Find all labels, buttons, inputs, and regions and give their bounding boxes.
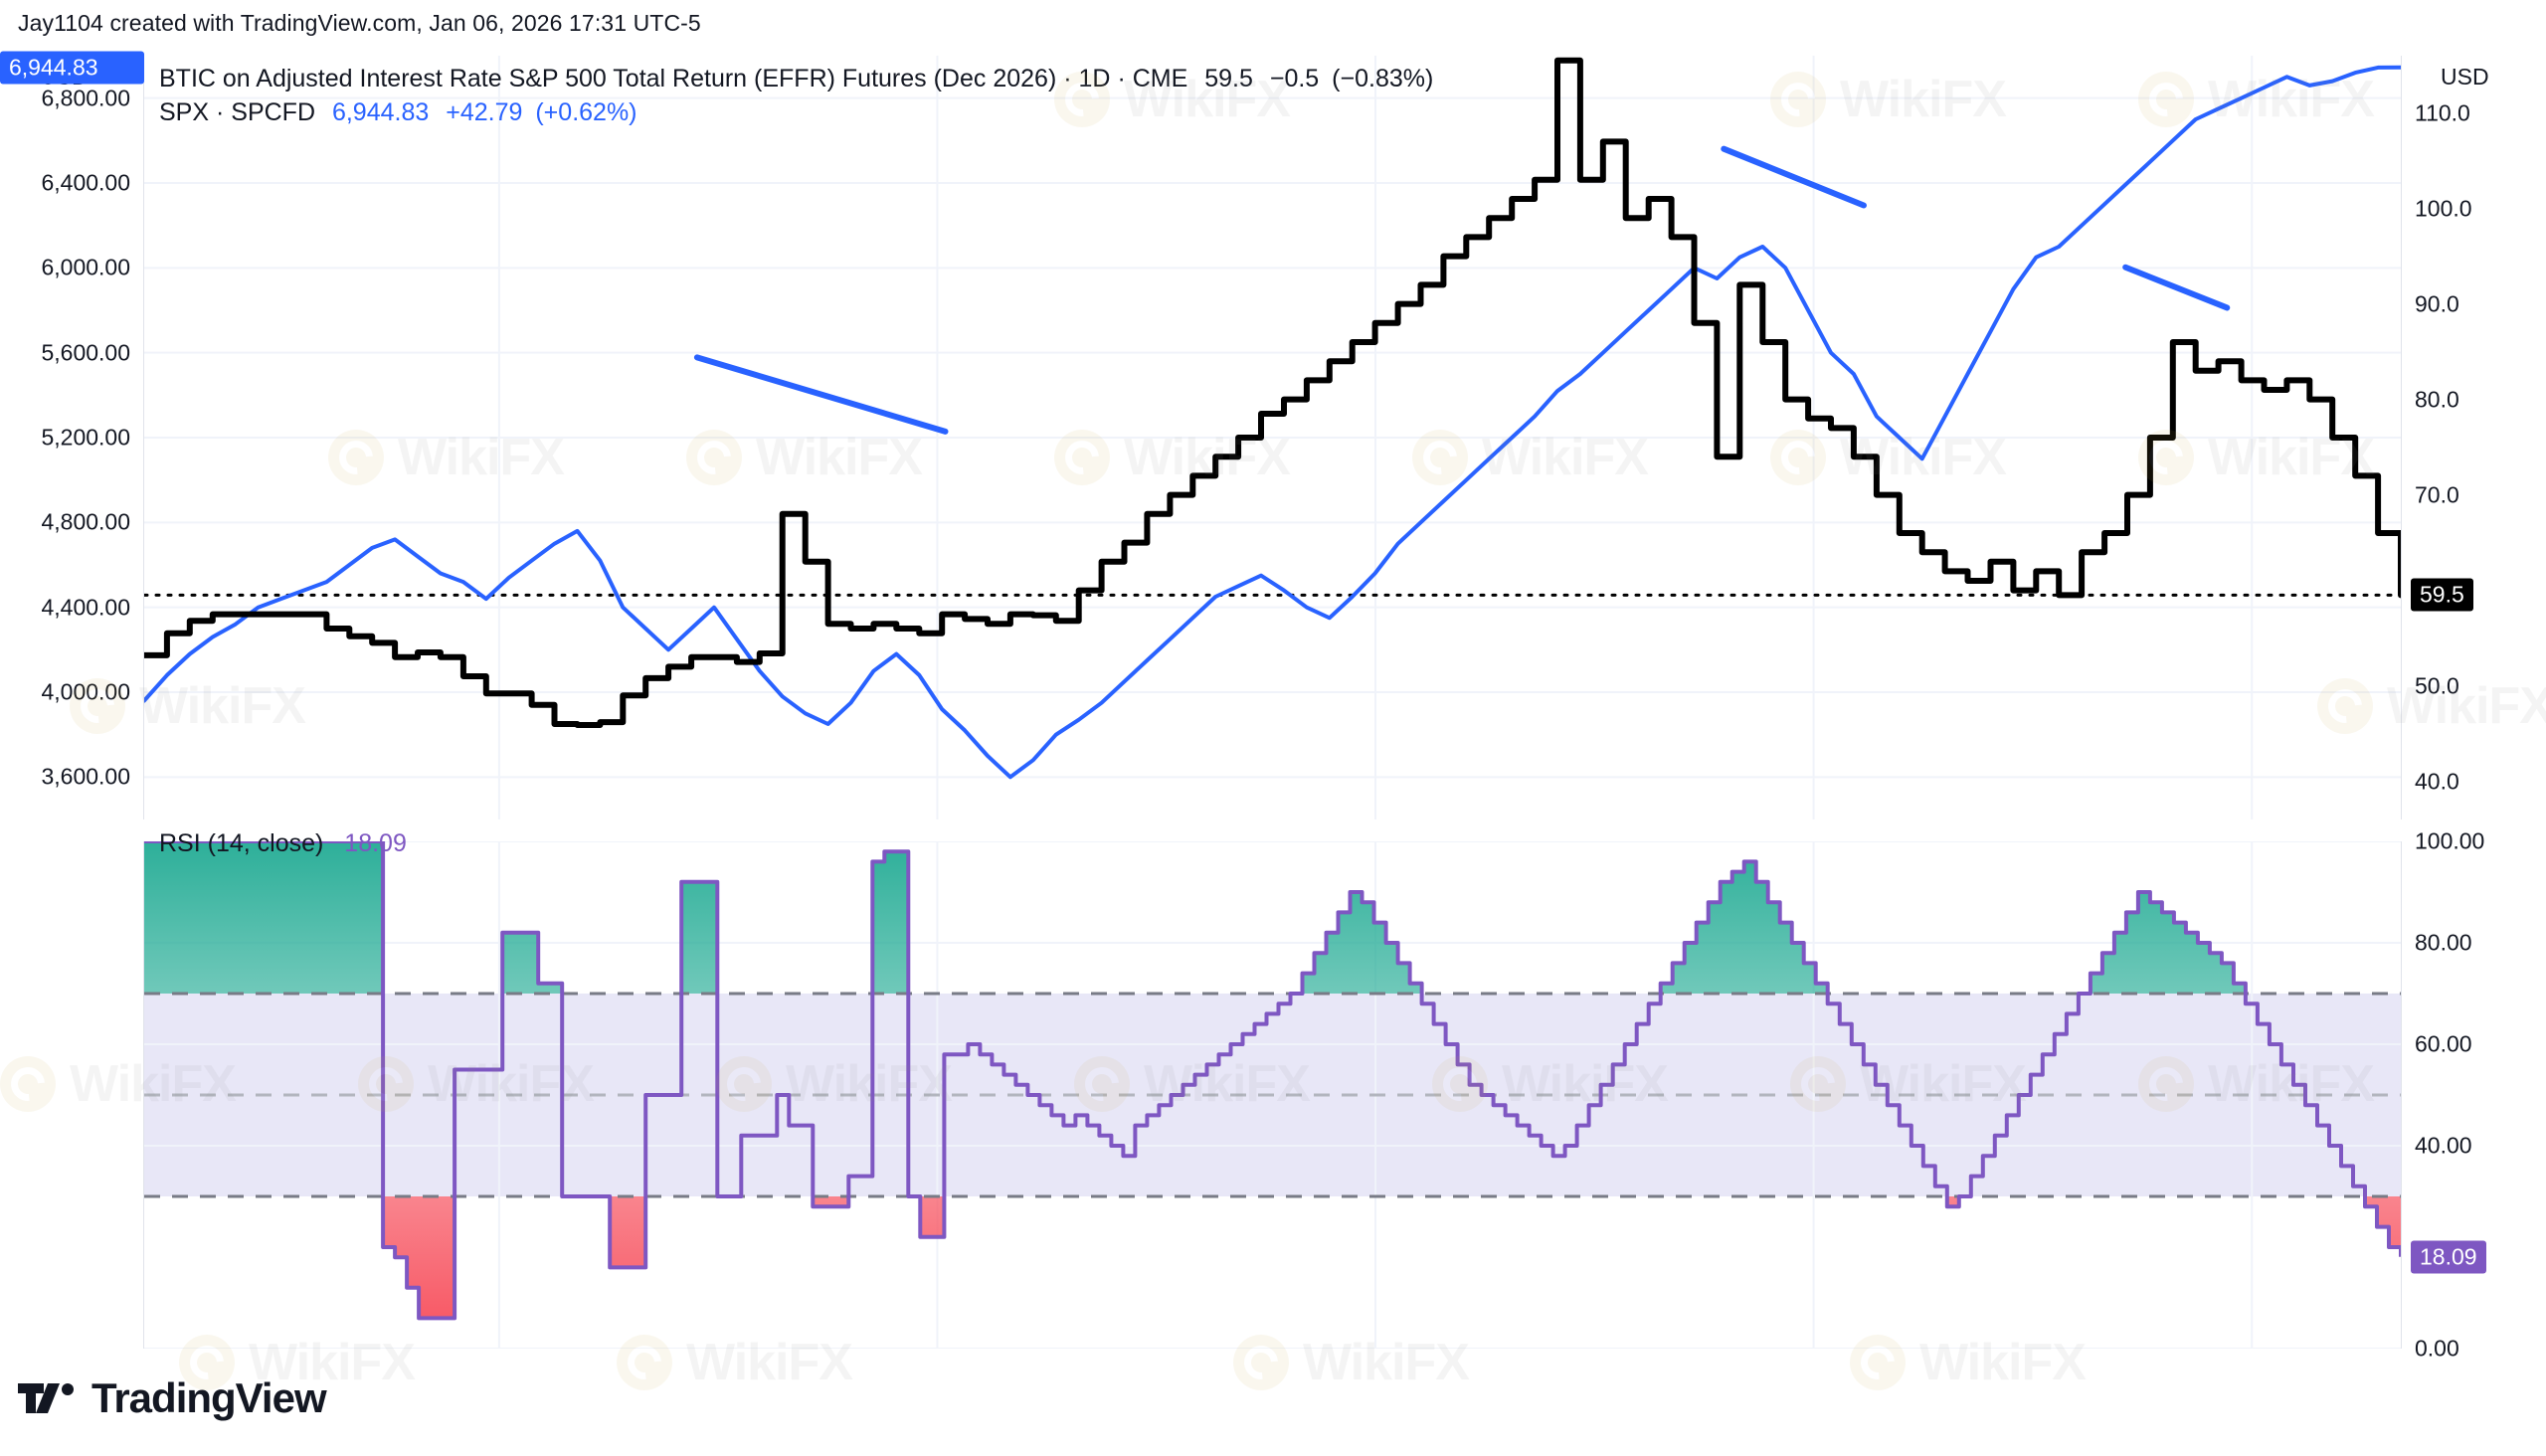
legend-primary-title: BTIC on Adjusted Interest Rate S&P 500 T… <box>159 65 1057 92</box>
attribution-text: Jay1104 created with TradingView.com, Ja… <box>18 10 701 36</box>
legend-compare-last: 6,944.83 <box>331 98 430 126</box>
price-series-svg <box>144 56 2401 819</box>
price-pane: USD 6,944.83 6,800.00 6,400.00 6,000.00 5,6… <box>0 51 2546 819</box>
right-axis-current-price-badge: 59.5 <box>2411 578 2473 612</box>
right-axis-tick: 110.0 <box>2415 99 2470 126</box>
chart-frame: USD 6,944.83 6,800.00 6,400.00 6,000.00 5,6… <box>0 51 2546 1412</box>
price-axis-left[interactable]: USD 6,944.83 6,800.006,400.006,000.005,6… <box>0 51 144 819</box>
left-axis-tick: 4,400.00 <box>41 594 130 621</box>
rsi-axis-tick: 100.00 <box>2415 827 2485 854</box>
rsi-legend[interactable]: RSI (14, close) 18.09 <box>159 829 407 858</box>
legend-primary-last: 59.5 <box>1204 65 1253 92</box>
rsi-legend-label: RSI (14, close) <box>159 829 324 857</box>
legend-primary-change-pct: (−0.83%) <box>1332 65 1434 92</box>
tradingview-wordmark: TradingView <box>91 1374 327 1421</box>
right-axis-tick: 50.0 <box>2415 672 2459 699</box>
chart-legend[interactable]: BTIC on Adjusted Interest Rate S&P 500 T… <box>159 62 1433 129</box>
legend-compare-symbol: SPX <box>159 98 210 126</box>
legend-compare-source: SPCFD <box>231 98 315 126</box>
rsi-axis-right[interactable]: 18.09 100.00 80.00 60.00 40.00 0.00 <box>2401 828 2546 1362</box>
right-axis-tick: 70.0 <box>2415 481 2459 508</box>
left-axis-tick: 6,000.00 <box>41 254 130 280</box>
left-axis-tick: 4,000.00 <box>41 678 130 705</box>
tradingview-logo-icon <box>18 1381 76 1415</box>
legend-primary-interval: 1D <box>1078 65 1111 92</box>
rsi-series-svg <box>144 841 2401 1349</box>
left-axis-tick: 4,800.00 <box>41 508 130 535</box>
left-axis-tick: 5,600.00 <box>41 339 130 366</box>
rsi-plot-area[interactable] <box>144 841 2401 1349</box>
rsi-axis-tick: 40.00 <box>2415 1132 2472 1159</box>
legend-primary-exchange: CME <box>1132 65 1188 92</box>
left-axis-tick: 6,400.00 <box>41 169 130 196</box>
rsi-current-value-badge: 18.09 <box>2411 1240 2486 1274</box>
right-axis-tick: 90.0 <box>2415 290 2459 317</box>
rsi-legend-value: 18.09 <box>344 829 407 857</box>
footer: TradingView <box>0 1357 2546 1456</box>
legend-row-primary[interactable]: BTIC on Adjusted Interest Rate S&P 500 T… <box>159 62 1433 95</box>
legend-sep-3: · <box>215 98 225 126</box>
right-axis-tick: 100.0 <box>2415 195 2472 222</box>
price-plot-area[interactable] <box>144 56 2401 819</box>
right-axis-tick: 40.0 <box>2415 768 2459 795</box>
rsi-pane: 18.09 100.00 80.00 60.00 40.00 0.00 RSI (14,… <box>0 828 2546 1362</box>
tradingview-logo[interactable]: TradingView <box>18 1374 327 1422</box>
price-axis-right[interactable]: USD 59.5 110.0 100.0 90.0 80.0 70.0 50.0 40.0 <box>2401 56 2546 819</box>
right-axis-currency: USD <box>2441 64 2489 90</box>
legend-compare-change-pct: (+0.62%) <box>535 98 637 126</box>
rsi-axis-tick: 80.00 <box>2415 929 2472 956</box>
left-axis-current-price-badge: 6,944.83 <box>0 51 144 85</box>
rsi-axis-left <box>0 841 144 1349</box>
legend-primary-change: −0.5 <box>1269 65 1320 92</box>
legend-sep-1: · <box>1063 65 1072 92</box>
rsi-axis-tick: 60.00 <box>2415 1030 2472 1057</box>
left-axis-tick: 6,800.00 <box>41 85 130 111</box>
legend-compare-change: +42.79 <box>446 98 523 126</box>
right-axis-tick: 80.0 <box>2415 386 2459 413</box>
left-axis-tick: 3,600.00 <box>41 763 130 790</box>
legend-row-compare[interactable]: SPX · SPCFD 6,944.83 +42.79 (+0.62%) <box>159 95 1433 129</box>
left-axis-tick: 5,200.00 <box>41 424 130 451</box>
legend-sep-2: · <box>1117 65 1126 92</box>
